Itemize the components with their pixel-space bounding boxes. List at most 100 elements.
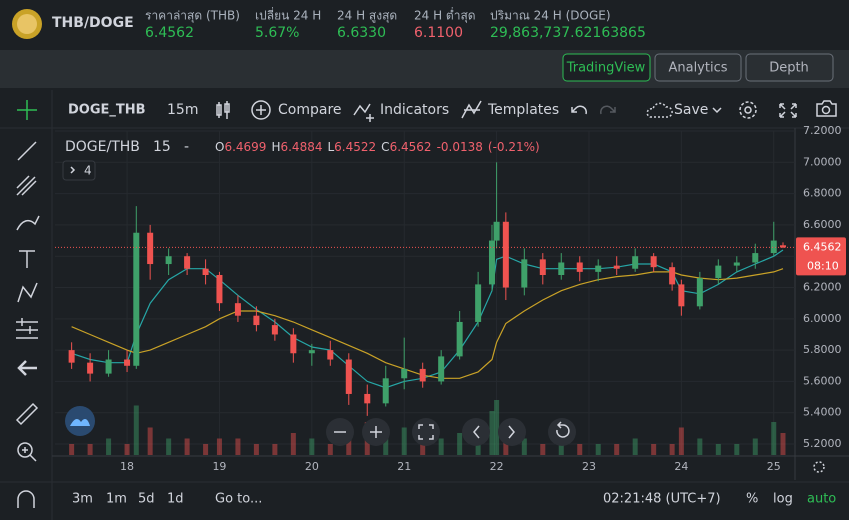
zoom-tool[interactable]	[17, 442, 33, 458]
candle-body	[419, 368, 426, 382]
x-tick-label: 22	[490, 460, 504, 473]
volume-bar	[678, 427, 684, 455]
save-menu[interactable]	[712, 107, 722, 114]
auto-toggle[interactable]: auto	[807, 492, 836, 507]
y-tick-label: 5.6000	[803, 374, 842, 387]
compare-icon[interactable]	[251, 100, 271, 120]
ruler-tool[interactable]	[15, 402, 39, 426]
stat-label: 24 H สูงสุด	[337, 9, 397, 24]
x-tick-label: 21	[397, 460, 411, 473]
axis-settings[interactable]	[813, 461, 825, 473]
candle-body	[271, 325, 278, 335]
candle-body	[521, 259, 528, 288]
candle-body	[475, 284, 482, 322]
tab-label[interactable]: Analytics	[668, 61, 727, 76]
tab-depth[interactable]	[745, 53, 834, 82]
last-price-box	[796, 237, 846, 276]
text-tool[interactable]	[19, 250, 35, 268]
volume-bar	[420, 438, 426, 455]
candle-body	[253, 315, 260, 326]
tab-label[interactable]: TradingView	[566, 61, 646, 76]
interval[interactable]: 15m	[167, 102, 198, 118]
candle-body	[165, 256, 172, 265]
volume-bar	[494, 400, 500, 455]
candle-body	[650, 256, 657, 268]
templates[interactable]: Templates	[487, 102, 559, 118]
crosshair-tool[interactable]	[17, 100, 37, 120]
volume-bar	[697, 438, 703, 455]
undo[interactable]	[571, 105, 588, 115]
candle-body	[290, 334, 297, 354]
goto-button[interactable]: Go to...	[215, 492, 262, 507]
reset-chart-icon	[556, 421, 570, 438]
save-icon[interactable]	[646, 102, 673, 118]
candle-body	[234, 303, 241, 316]
change: -0.0138	[437, 140, 483, 154]
stat-value: 29,863,737.62163865	[490, 25, 646, 41]
volume-bar	[521, 438, 527, 455]
pattern-tool[interactable]	[17, 282, 38, 303]
candle-body	[576, 262, 583, 272]
x-tick-label: 24	[674, 460, 688, 473]
clock: 02:21:48 (UTC+7)	[603, 492, 721, 507]
h-value: 6.4884	[280, 140, 322, 154]
fib-tool[interactable]	[16, 175, 37, 196]
redo[interactable]	[599, 105, 616, 115]
stat-label: ราคาล่าสุด (THB)	[145, 9, 240, 24]
hide-tools[interactable]	[17, 360, 37, 376]
c-label: C	[381, 140, 389, 154]
x-tick-label: 18	[120, 460, 134, 473]
candle-body	[456, 321, 463, 357]
candle-body	[493, 221, 500, 241]
settings-core	[744, 106, 752, 114]
reset-view[interactable]	[412, 418, 440, 446]
indicators-icon[interactable]	[353, 103, 374, 122]
volume-bar	[124, 444, 130, 455]
l-value: 6.4522	[334, 140, 376, 154]
candle-body	[133, 232, 140, 366]
log-toggle[interactable]: log	[773, 492, 793, 507]
reset-chart[interactable]	[548, 418, 576, 446]
stat-label: ปริมาณ 24 H (DOGE)	[490, 9, 611, 23]
chart-type[interactable]	[216, 101, 230, 119]
compare[interactable]: Compare	[278, 102, 342, 118]
tab-tradingview[interactable]	[562, 53, 651, 82]
coin-logo-inner	[17, 14, 37, 34]
snapshot[interactable]	[816, 100, 837, 117]
candle-body	[733, 262, 740, 266]
candle-body	[595, 265, 602, 272]
brush-tool[interactable]	[16, 215, 40, 231]
pair-name: THB/DOGE	[52, 15, 134, 31]
symbol[interactable]: DOGE_THB	[68, 103, 146, 118]
candle-body	[715, 265, 722, 279]
scroll-right[interactable]	[498, 418, 526, 446]
last-price-label: 6.4562	[803, 240, 842, 253]
magnet-tool[interactable]	[17, 490, 35, 508]
save[interactable]: Save	[674, 102, 708, 118]
line-tool[interactable]	[17, 141, 37, 161]
percent-toggle[interactable]: %	[746, 492, 758, 507]
reset-view-icon	[418, 424, 434, 440]
tab-analytics[interactable]	[654, 53, 742, 82]
range-button[interactable]: 1m	[106, 492, 127, 507]
volume-bar	[715, 444, 721, 455]
candle-body	[68, 350, 75, 363]
measure-tool[interactable]	[16, 318, 38, 339]
fullscreen[interactable]	[779, 103, 797, 118]
l-label: L	[327, 140, 334, 154]
chart-controls	[326, 418, 576, 446]
indicators[interactable]: Indicators	[380, 102, 449, 118]
range-button[interactable]: 1d	[167, 492, 184, 507]
legend-collapse[interactable]	[62, 160, 96, 181]
collapse-arrow	[70, 166, 76, 174]
range-button[interactable]: 3m	[72, 492, 93, 507]
candle-body	[87, 362, 94, 374]
templates-icon[interactable]	[461, 100, 482, 119]
settings[interactable]	[739, 101, 757, 119]
range-button[interactable]: 5d	[138, 492, 155, 507]
volume-bar	[614, 444, 620, 455]
candle-body	[216, 275, 223, 304]
scroll-left[interactable]	[462, 418, 490, 446]
tab-label[interactable]: Depth	[769, 61, 809, 76]
y-tick-label: 6.2000	[803, 281, 842, 294]
